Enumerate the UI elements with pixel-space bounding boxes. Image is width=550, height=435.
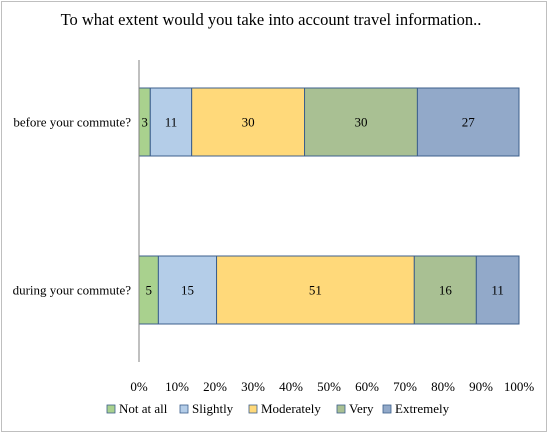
x-tick-label: 0% — [130, 379, 148, 394]
bars-group: 3 11 30 30 27 5 15 51 16 11 — [138, 87, 520, 325]
data-label: 11 — [491, 283, 504, 298]
legend-swatch — [179, 404, 189, 414]
bar-segment — [157, 255, 218, 325]
bar-segment — [416, 87, 520, 157]
legend-label: Extremely — [395, 401, 450, 416]
data-label: 3 — [141, 115, 148, 130]
legend-label: Very — [349, 401, 374, 416]
x-tick-label: 90% — [469, 379, 493, 394]
x-tick-label: 70% — [393, 379, 417, 394]
legend-label: Moderately — [261, 401, 321, 416]
x-tick-labels: 0% 10% 20% 30% 40% 50% 60% 70% 80% 90% 100% — [130, 379, 534, 394]
data-label: 16 — [439, 283, 453, 298]
legend-label: Not at all — [119, 401, 168, 416]
x-tick-label: 100% — [504, 379, 535, 394]
data-label: 5 — [145, 283, 152, 298]
category-labels: before your commute? during your commute? — [13, 115, 132, 298]
data-label: 27 — [462, 115, 476, 130]
category-label: during your commute? — [13, 283, 132, 298]
data-label: 30 — [354, 115, 367, 130]
x-tick-label: 60% — [355, 379, 379, 394]
legend-swatch — [106, 404, 116, 414]
bar-segment — [149, 87, 193, 157]
data-label: 51 — [309, 283, 322, 298]
data-label: 11 — [165, 115, 178, 130]
x-tick-label: 20% — [203, 379, 227, 394]
bar-segment — [413, 255, 477, 325]
chart-title: To what extent would you take into accou… — [61, 10, 482, 29]
x-tick-label: 30% — [241, 379, 265, 394]
bar-segment — [216, 255, 415, 325]
x-tick-label: 80% — [431, 379, 455, 394]
bar-segment — [475, 255, 520, 325]
legend-swatch — [336, 404, 346, 414]
x-tick-label: 40% — [279, 379, 303, 394]
x-tick-label: 10% — [165, 379, 189, 394]
legend-swatch — [382, 404, 392, 414]
legend-swatch — [248, 404, 258, 414]
data-label: 30 — [242, 115, 255, 130]
x-tick-label: 50% — [317, 379, 341, 394]
category-label: before your commute? — [13, 115, 131, 130]
legend: Not at all Slightly Moderately Very Extremel… — [106, 401, 450, 416]
data-label: 15 — [181, 283, 194, 298]
legend-label: Slightly — [192, 401, 234, 416]
